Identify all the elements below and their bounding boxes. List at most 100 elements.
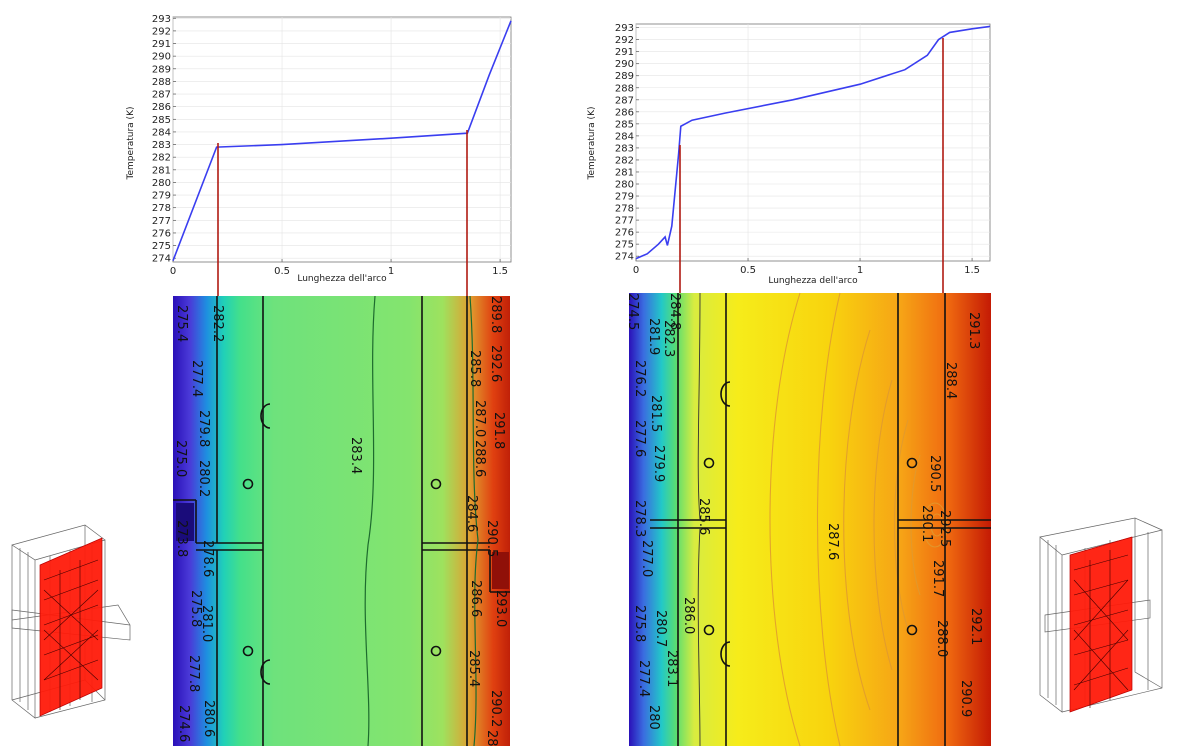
grid-right (635, 24, 990, 261)
contour-label: 290.5 (484, 520, 499, 557)
contour-label: 284.8 (667, 293, 682, 330)
contour-label: 274.5 (625, 293, 640, 330)
contour-label: 279.8 (196, 410, 211, 447)
model-3d-right (1039, 517, 1163, 713)
y-tick-label: 284 (152, 127, 171, 138)
contour-label: 280.7 (653, 610, 668, 647)
y-axis-label-left: Temperatura (K) (126, 107, 136, 181)
y-tick-label: 286 (152, 102, 171, 113)
y-ticks-right: 2742752762772782792802812822832842852862… (615, 23, 639, 263)
contour-label: 279.9 (651, 445, 666, 482)
y-axis-label-right: Temperatura (K) (587, 107, 597, 181)
y-tick-label: 292 (152, 26, 171, 37)
contour-label: 275.8 (632, 605, 647, 642)
y-tick-label: 279 (615, 192, 634, 203)
contour-label: 290.1 (919, 505, 934, 542)
y-tick-label: 281 (615, 167, 634, 178)
chart-right: 2742752762772782792802812822832842852862… (587, 23, 991, 286)
y-tick-label: 278 (152, 203, 171, 214)
hot-gap-right (492, 552, 509, 589)
contour-label: 288.0 (934, 620, 949, 657)
y-ticks-left: 2742752762772782792802812822832842852862… (152, 14, 176, 265)
temperature-line-left (172, 20, 512, 261)
y-tick-label: 286 (615, 107, 634, 118)
isotherms-left (364, 295, 479, 747)
contour-map-left: 282.2 275.4 277.4 279.8 280.2 275.0 283.4 285.8… (173, 295, 510, 747)
contour-label: 274.6 (176, 705, 191, 742)
x-tick-label: 1.5 (964, 265, 980, 276)
contour-label: 276.2 (632, 360, 647, 397)
contour-label: 278.3 (632, 500, 647, 537)
y-tick-label: 275 (615, 240, 634, 251)
contour-label: 282.2 (210, 305, 225, 342)
contour-label: 280 (646, 705, 661, 730)
y-tick-label: 284 (615, 131, 634, 142)
x-tick-label: 1 (857, 265, 863, 276)
y-tick-label: 285 (615, 119, 634, 130)
model-3d-left (11, 524, 131, 719)
y-tick-label: 280 (152, 178, 171, 189)
contour-label: 290.9 (958, 680, 973, 717)
x-tick-label: 0 (633, 265, 639, 276)
contour-label: 277.4 (636, 660, 651, 697)
y-tick-label: 277 (152, 216, 171, 227)
cold-gap-left (176, 503, 194, 541)
y-tick-label: 288 (152, 77, 171, 88)
contour-label: 285.6 (696, 498, 711, 535)
contour-label: 291.7 (930, 560, 945, 597)
contour-label: 28 (484, 730, 499, 747)
y-tick-label: 283 (615, 143, 634, 154)
x-ticks-right: 0 0.5 1 1.5 (633, 258, 980, 276)
x-tick-label: 1 (388, 266, 394, 277)
contour-label: 291.8 (491, 412, 506, 449)
contour-label: 288.4 (943, 362, 958, 399)
structure-lines-right (650, 293, 991, 746)
y-tick-label: 288 (615, 83, 634, 94)
y-tick-label: 280 (615, 180, 634, 191)
isotherm-arcs-right (769, 292, 948, 747)
x-tick-label: 0 (170, 266, 176, 277)
contour-label: 287.0 (472, 400, 487, 437)
x-axis-label-left: Lunghezza dell'arco (297, 274, 387, 284)
y-tick-label: 291 (615, 47, 634, 58)
y-tick-label: 290 (615, 59, 634, 70)
contour-field-left (173, 296, 510, 746)
contour-label: 287.6 (825, 523, 840, 560)
contour-label: 289.8 (488, 296, 503, 333)
y-tick-label: 287 (152, 90, 171, 101)
contour-label: 281.9 (646, 318, 661, 355)
y-tick-label: 292 (615, 35, 634, 46)
y-tick-label: 274 (152, 254, 171, 265)
contour-label: 277.4 (189, 360, 204, 397)
contour-label: 292.6 (488, 345, 503, 382)
temperature-line-right (635, 25, 991, 260)
contour-label: 283.1 (664, 650, 679, 687)
y-tick-label: 287 (615, 95, 634, 106)
isotherms-right (697, 292, 701, 747)
contour-label: 281.5 (648, 395, 663, 432)
y-tick-label: 293 (615, 23, 634, 34)
y-tick-label: 275 (152, 241, 171, 252)
contour-label: 280.6 (201, 700, 216, 737)
contour-label: 277.6 (632, 420, 647, 457)
structure-lines-left (173, 296, 510, 746)
contour-label: 273.8 (174, 520, 189, 557)
contour-label: 275.4 (174, 305, 189, 342)
y-tick-label: 282 (615, 155, 634, 166)
contour-label: 275.8 (188, 590, 203, 627)
contour-label: 281.0 (199, 605, 214, 642)
contour-label: 286.0 (681, 597, 696, 634)
y-tick-label: 285 (152, 115, 171, 126)
contour-label: 284.6 (464, 495, 479, 532)
y-tick-label: 289 (152, 64, 171, 75)
contour-label: 283.4 (348, 437, 363, 474)
contour-label: 282.3 (661, 320, 676, 357)
x-tick-label: 0.5 (274, 266, 290, 277)
y-tick-label: 276 (152, 228, 171, 239)
contour-label: 286.6 (468, 580, 483, 617)
x-axis-label-right: Lunghezza dell'arco (768, 276, 858, 286)
y-tick-label: 274 (615, 252, 634, 263)
y-tick-label: 289 (615, 71, 634, 82)
